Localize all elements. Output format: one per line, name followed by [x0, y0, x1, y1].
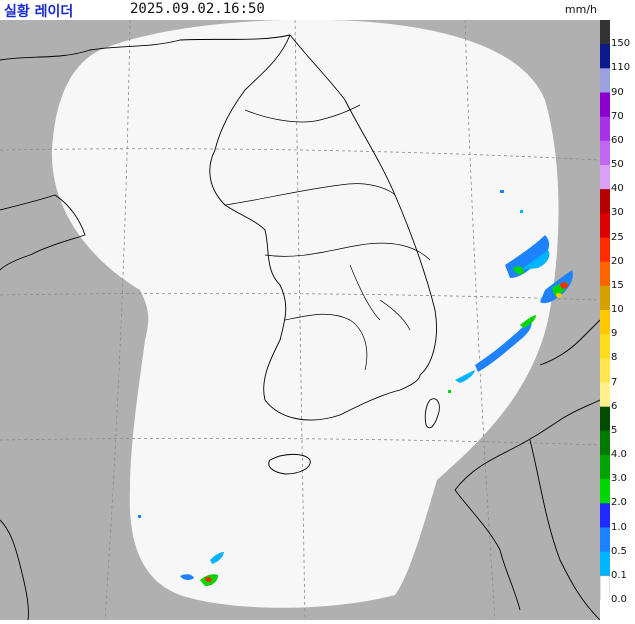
coastlines	[0, 34, 601, 621]
legend-swatch	[600, 358, 610, 383]
echo-scatter-1	[520, 210, 523, 213]
legend-swatch	[600, 237, 610, 263]
echo-east-coast-core	[560, 282, 568, 289]
legend-label: 0.5	[611, 545, 627, 557]
legend-label: 70	[611, 110, 624, 122]
legend-swatch	[600, 430, 610, 456]
echo-east-sea-light	[520, 250, 550, 270]
echo-line-south	[475, 320, 532, 372]
legend-swatch	[600, 213, 610, 238]
legend-swatch	[600, 261, 610, 287]
legend-label: 6	[611, 400, 618, 412]
legend-swatch	[600, 285, 610, 311]
legend-swatch	[600, 455, 610, 480]
echo-east-coast-yellow	[556, 292, 562, 298]
legend-label: 90	[611, 86, 624, 98]
legend-label: 30	[611, 207, 624, 219]
legend-label: 8	[611, 352, 618, 364]
legend-swatch	[600, 140, 610, 166]
header-bar: 실황 레이더 2025.09.02.16:50 mm/h	[0, 0, 600, 20]
echo-southwest-core	[205, 576, 212, 583]
legend-label: 10	[611, 304, 624, 315]
legend-swatch	[600, 116, 610, 142]
precipitation-echoes	[138, 190, 573, 586]
legend-swatch	[600, 527, 610, 553]
legend-label: 4.0	[611, 449, 627, 460]
legend-swatch	[600, 503, 610, 528]
legend-label: 60	[611, 134, 624, 146]
legend-label: 0.0	[611, 594, 627, 605]
echo-line-mid	[455, 370, 475, 383]
radar-coverage-area	[51, 19, 559, 608]
legend-label: 25	[611, 231, 624, 243]
echo-line-south-green	[520, 315, 536, 328]
echo-scatter-4	[448, 390, 451, 393]
grid-lines	[0, 19, 601, 621]
legend-swatch	[600, 44, 610, 69]
legend-swatch	[600, 406, 610, 432]
legend-swatch	[600, 551, 610, 577]
legend-label: 110	[611, 62, 631, 74]
echo-east-sea-mid	[513, 266, 524, 275]
echo-southwest-trail	[210, 552, 224, 564]
legend-swatch	[600, 479, 610, 504]
legend-label: 40	[611, 183, 624, 195]
legend-label: 5	[611, 424, 618, 436]
radar-map[interactable]	[0, 19, 601, 621]
legend-swatch	[600, 382, 610, 408]
legend-label: 50	[611, 159, 624, 170]
legend-label: 1.0	[611, 521, 627, 533]
legend-swatch	[600, 189, 610, 214]
legend-swatch	[600, 334, 610, 359]
legend-swatch	[600, 92, 610, 118]
legend-swatch	[600, 68, 610, 93]
echo-scatter-2	[500, 190, 504, 193]
legend-label: 7	[611, 376, 618, 388]
legend-swatch	[600, 575, 610, 600]
legend-label: 150	[611, 38, 631, 50]
precipitation-legend: 150 110 90 70 60 50 40 30 25 20 15 10 9 8 7 6 5 4.0 3.0 2.0…	[600, 20, 635, 620]
page-title: 실황 레이더	[4, 4, 74, 20]
legend-label: 2.0	[611, 497, 627, 509]
legend-label: 15	[611, 279, 624, 291]
legend-swatch	[600, 310, 610, 335]
legend-label: 20	[611, 255, 624, 267]
echo-southwest-light	[180, 574, 194, 581]
legend-color-bar	[600, 20, 610, 600]
echo-scatter-3	[138, 515, 141, 518]
unit-label: mm/h	[564, 3, 597, 16]
legend-label: 0.1	[611, 569, 627, 581]
legend-swatch	[600, 165, 610, 190]
observation-timestamp: 2025.09.02.16:50	[130, 1, 265, 17]
legend-label: 9	[611, 328, 618, 340]
legend-swatch	[600, 20, 610, 45]
radar-map-canvas	[0, 19, 601, 621]
legend-label: 3.0	[611, 473, 627, 485]
